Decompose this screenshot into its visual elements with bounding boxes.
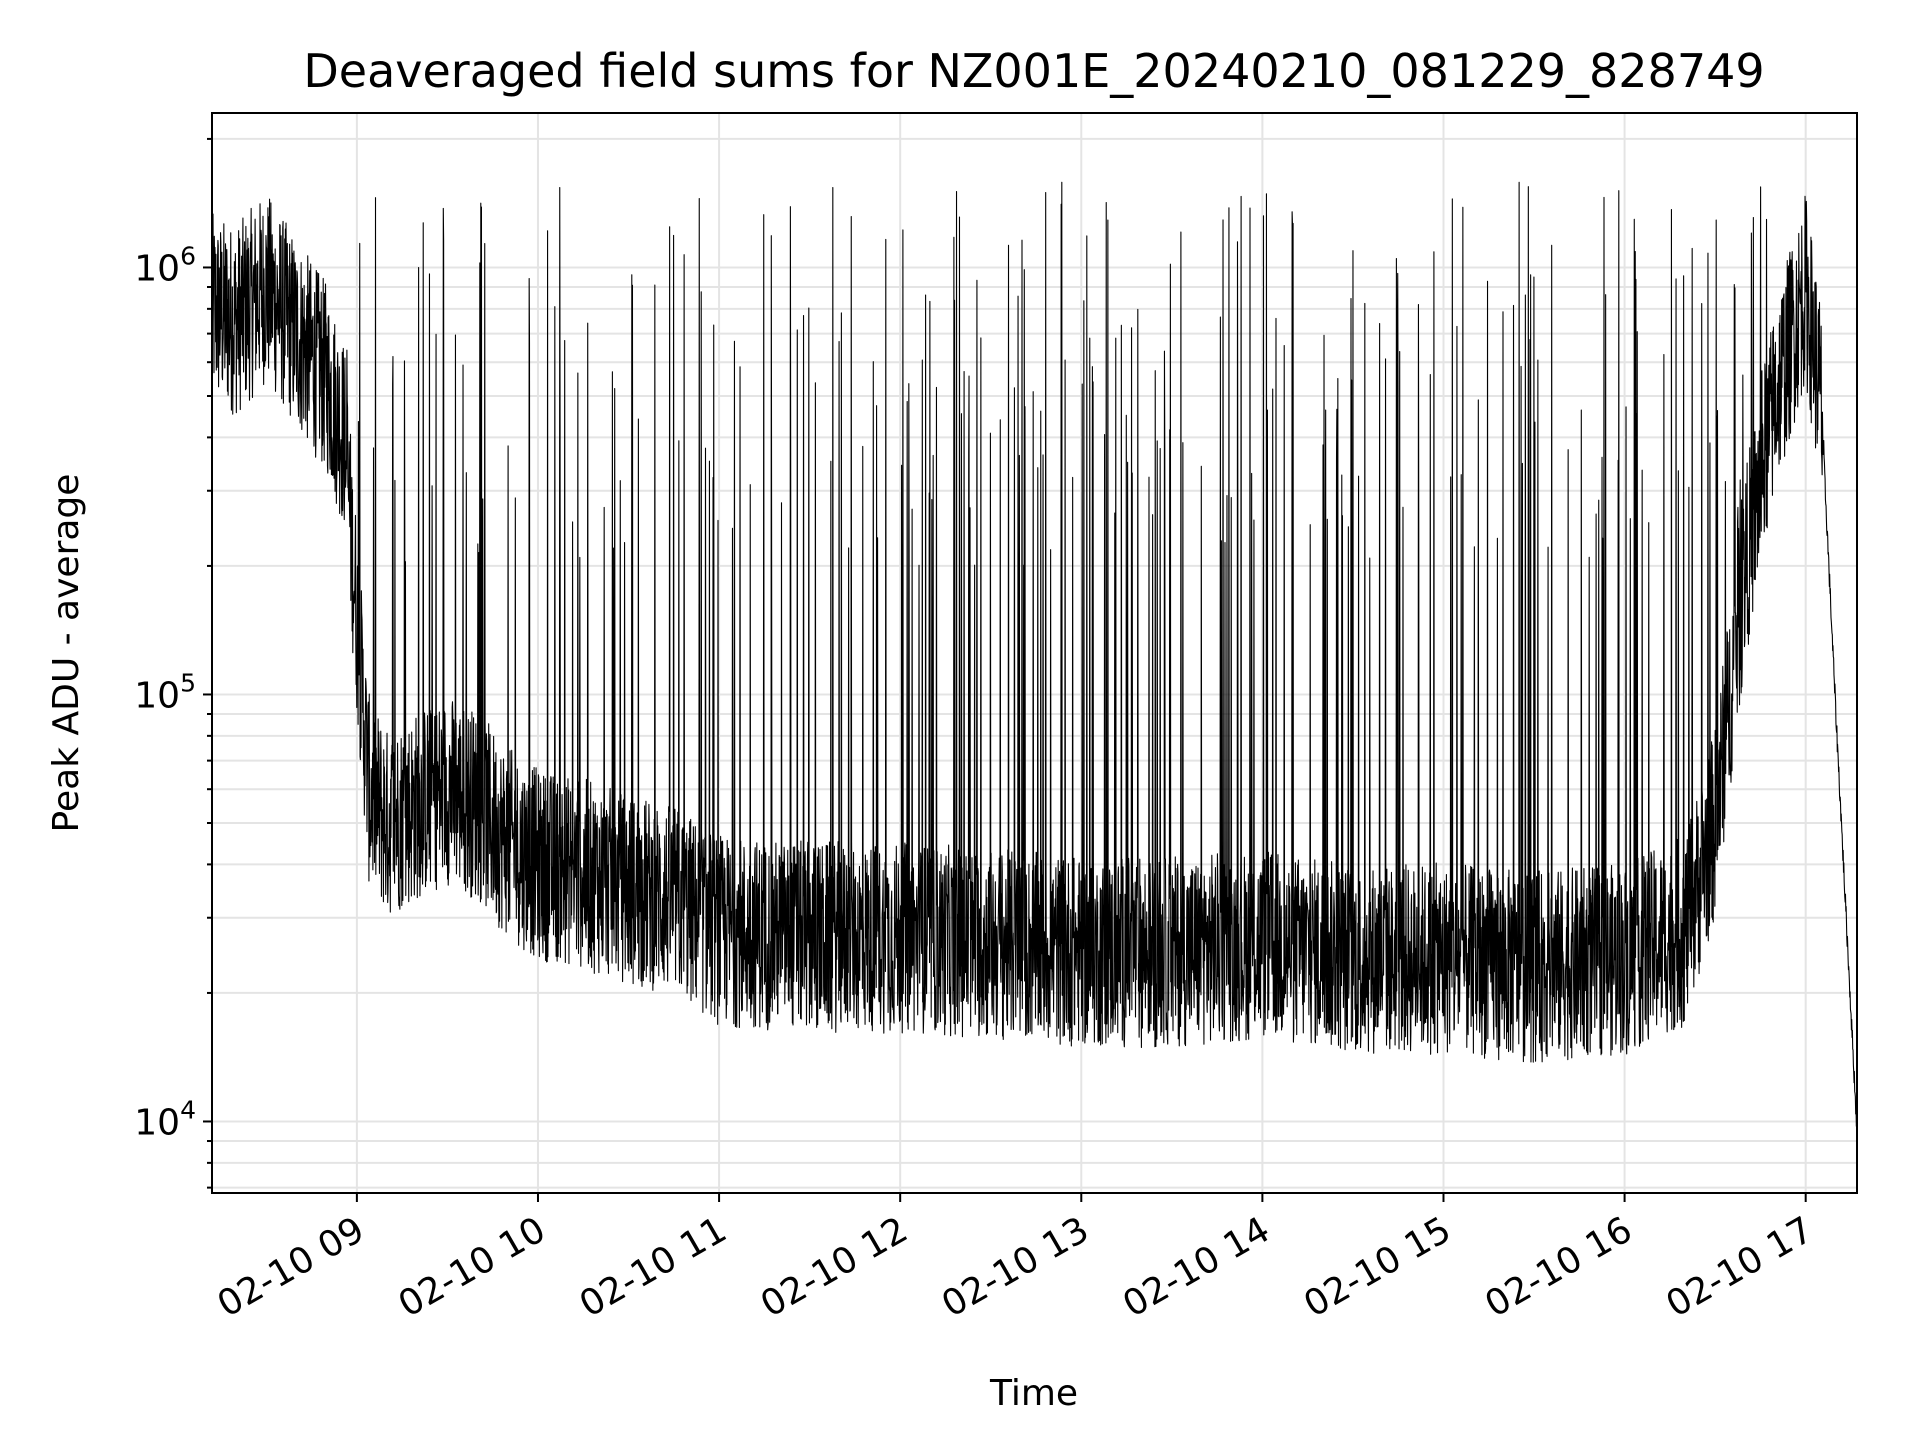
x-tick-label: 02-10 16 (1478, 1209, 1639, 1325)
x-tick-label: 02-10 14 (1116, 1209, 1277, 1325)
y-tick-label: 106 (134, 241, 196, 289)
x-tick-label: 02-10 13 (935, 1209, 1096, 1325)
y-tick-label: 104 (134, 1095, 196, 1143)
series-line (211, 181, 1858, 1127)
y-tick-label: 105 (134, 668, 196, 716)
y-axis-label: Peak ADU - average (46, 474, 87, 833)
chart-title: Deaveraged field sums for NZ001E_2024021… (303, 44, 1764, 98)
grid-lines (212, 113, 1857, 1193)
x-tick-label: 02-10 15 (1297, 1209, 1458, 1325)
x-tick-label: 02-10 17 (1660, 1209, 1821, 1325)
x-tick-label: 02-10 12 (754, 1209, 915, 1325)
x-tick-label: 02-10 10 (392, 1209, 553, 1325)
data-series (211, 181, 1858, 1127)
x-tick-label: 02-10 11 (573, 1209, 734, 1325)
x-tick-label: 02-10 09 (211, 1209, 372, 1325)
plot-frame (211, 112, 1858, 1194)
y-axis-ticks: 104 105 106 (134, 137, 212, 1189)
x-axis-ticks: 02-10 09 02-10 10 02-10 11 02-10 12 02-10 13… (211, 1193, 1820, 1326)
x-axis-label: Time (989, 1373, 1078, 1414)
